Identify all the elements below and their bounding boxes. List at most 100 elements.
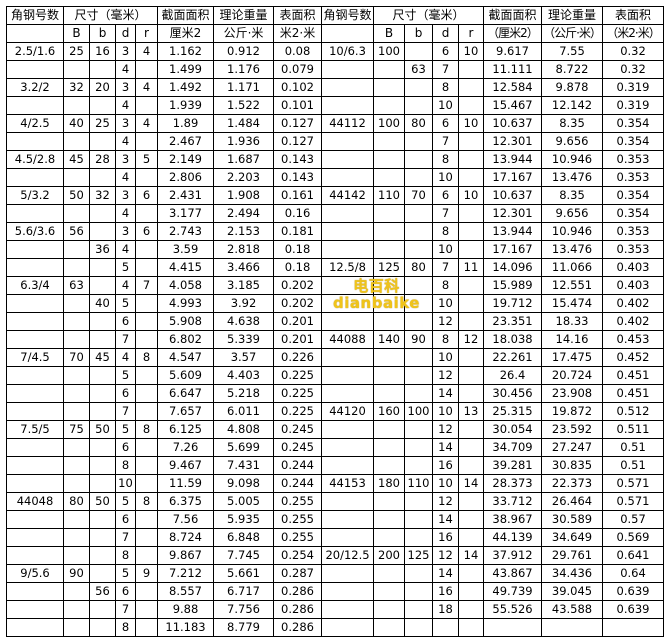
table-cell: 6 <box>115 582 136 601</box>
table-cell <box>458 78 484 97</box>
table-cell: 7.26 <box>157 438 214 457</box>
table-cell <box>321 384 374 403</box>
table-cell: 1.176 <box>213 60 274 79</box>
table-cell: 0.143 <box>273 150 322 169</box>
col-header-section-area: 截面面积 <box>157 6 214 25</box>
table-cell: 1.908 <box>213 186 274 205</box>
table-cell: 49.739 <box>483 582 542 601</box>
table-cell: 0.453 <box>602 330 664 349</box>
table-cell <box>321 168 374 187</box>
table-cell <box>135 456 158 475</box>
table-cell: 70 <box>404 186 433 205</box>
table-cell: 0.402 <box>602 312 664 331</box>
table-cell: 12.142 <box>541 96 603 115</box>
unit-header-cell: B <box>63 24 90 43</box>
table-cell: 2.743 <box>157 222 214 241</box>
table-cell <box>6 528 64 547</box>
table-cell <box>89 276 116 295</box>
table-cell: 2.203 <box>213 168 274 187</box>
table-cell: 3 <box>115 186 136 205</box>
table-cell: 5.908 <box>157 312 214 331</box>
table-cell <box>63 528 90 547</box>
table-cell <box>404 528 433 547</box>
table-cell <box>373 492 405 511</box>
table-cell: 80 <box>404 114 433 133</box>
table-cell <box>373 348 405 367</box>
col-header-angle-no-2: 角钢号数 <box>321 6 374 25</box>
table-cell <box>404 240 433 259</box>
table-cell: 3.2/2 <box>6 78 64 97</box>
table-cell: 12 <box>458 330 484 349</box>
table-cell <box>135 96 158 115</box>
table-cell <box>404 96 433 115</box>
table-cell: 18 <box>432 600 459 619</box>
table-row: 44048 80 50 5 8 6.375 5.005 0.255 12 33.712 26.464… <box>6 492 664 511</box>
table-cell <box>321 600 374 619</box>
table-row: 4/2.5 40 25 3 4 1.89 1.484 0.127 44112 100 80 6 10 10… <box>6 114 664 133</box>
table-cell: 8 <box>432 330 459 349</box>
table-cell: 7 <box>432 132 459 151</box>
table-cell: 9.098 <box>213 474 274 493</box>
table-cell <box>135 528 158 547</box>
table-cell <box>63 600 90 619</box>
table-cell: 160 <box>373 402 405 421</box>
table-cell: 6 <box>135 186 158 205</box>
table-cell: 4 <box>115 240 136 259</box>
table-cell <box>458 222 484 241</box>
col-header-theoretical-weight-2: 理论重量 <box>541 6 603 25</box>
table-cell <box>6 294 64 313</box>
unit-header-cell: d <box>115 24 136 43</box>
table-cell: 44048 <box>6 492 64 511</box>
table-cell <box>321 366 374 385</box>
table-cell: 0.143 <box>273 168 322 187</box>
table-cell: 26.464 <box>541 492 603 511</box>
table-cell: 8.35 <box>541 114 603 133</box>
table-cell: 12.551 <box>541 276 603 295</box>
col-header-surface-area: 表面积 <box>273 6 322 25</box>
table-cell: 14 <box>458 474 484 493</box>
table-cell <box>321 60 374 79</box>
table-cell: 10.637 <box>483 114 542 133</box>
table-cell: 4 <box>135 42 158 61</box>
table-cell: 12.301 <box>483 204 542 223</box>
table-cell: 4.415 <box>157 258 214 277</box>
col-header-size-mm-2: 尺寸（毫米） <box>373 6 484 25</box>
table-cell: 3.185 <box>213 276 274 295</box>
table-cell: 0.286 <box>273 600 322 619</box>
table-cell: 40 <box>63 114 90 133</box>
unit-header-cell: d <box>432 24 459 43</box>
table-cell: 7 <box>432 204 459 223</box>
table-cell: 10 <box>432 474 459 493</box>
table-cell: 11.59 <box>157 474 214 493</box>
table-cell <box>321 420 374 439</box>
table-cell: 9 <box>135 564 158 583</box>
table-cell: 6 <box>432 186 459 205</box>
table-cell: 6 <box>135 222 158 241</box>
table-cell <box>89 384 116 403</box>
table-cell: 7/4.5 <box>6 348 64 367</box>
table-cell: 0.451 <box>602 384 664 403</box>
table-cell <box>135 312 158 331</box>
table-cell: 9/5.6 <box>6 564 64 583</box>
table-cell: 14 <box>432 384 459 403</box>
table-cell: 4 <box>135 78 158 97</box>
table-cell <box>404 384 433 403</box>
table-cell <box>458 348 484 367</box>
table-cell <box>483 618 542 637</box>
table-cell: 0.32 <box>602 42 664 61</box>
table-cell: 50 <box>89 492 116 511</box>
table-cell: 9.467 <box>157 456 214 475</box>
table-cell <box>63 582 90 601</box>
table-cell <box>63 132 90 151</box>
table-cell: 2.806 <box>157 168 214 187</box>
table-cell: 8 <box>115 618 136 637</box>
table-cell: 0.64 <box>602 564 664 583</box>
table-cell: 45 <box>89 348 116 367</box>
table-cell <box>373 168 405 187</box>
table-cell: 18.33 <box>541 312 603 331</box>
table-cell <box>404 420 433 439</box>
table-cell <box>6 60 64 79</box>
table-cell <box>135 510 158 529</box>
table-cell <box>404 366 433 385</box>
table-cell <box>135 168 158 187</box>
